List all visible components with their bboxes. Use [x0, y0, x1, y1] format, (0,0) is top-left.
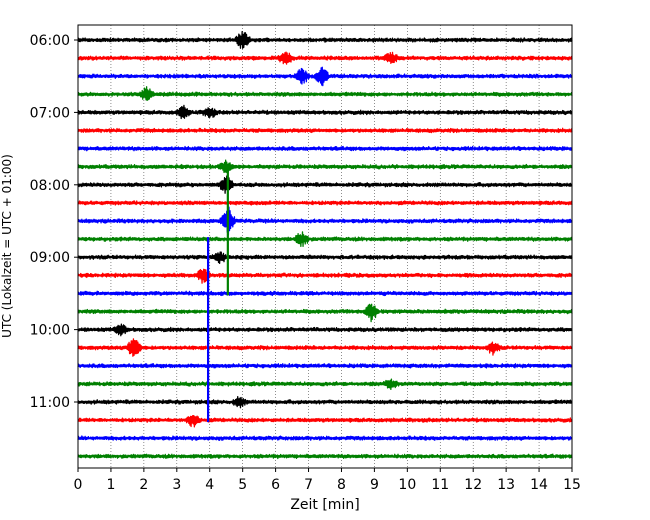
x-tick-label: 10	[398, 477, 416, 493]
seismic-trace	[77, 435, 573, 441]
x-tick-label: 14	[530, 477, 548, 493]
seismic-trace	[77, 206, 573, 236]
seismic-trace	[77, 127, 573, 134]
seismic-trace	[77, 378, 573, 391]
y-tick-label: 10:00	[30, 323, 70, 339]
minute-grid	[110, 25, 540, 468]
seismic-trace	[77, 251, 573, 264]
x-tick-label: 2	[139, 477, 148, 493]
seismic-trace	[77, 415, 573, 428]
seismic-trace	[77, 231, 573, 248]
y-tick-label: 06:00	[30, 33, 70, 49]
seismic-trace	[77, 363, 573, 369]
seismic-trace	[77, 303, 573, 323]
x-tick-label: 4	[205, 477, 214, 493]
x-axis-label: Zeit [min]	[290, 497, 359, 513]
x-tick-label: 15	[563, 477, 581, 493]
y-tick-label: 08:00	[30, 178, 70, 194]
seismic-trace	[77, 86, 573, 102]
seismic-trace	[77, 200, 573, 206]
x-tick-label: 11	[431, 477, 449, 493]
seismic-trace	[77, 66, 573, 87]
x-tick-label: 6	[271, 477, 280, 493]
x-tick-label: 1	[106, 477, 115, 493]
seismic-trace	[77, 323, 573, 337]
y-tick-label: 09:00	[30, 250, 70, 266]
seismic-trace	[77, 338, 573, 357]
seismic-trace	[77, 175, 573, 194]
x-tick-label: 0	[74, 477, 83, 493]
plot-background	[78, 25, 572, 468]
seismic-trace	[77, 104, 573, 120]
y-axis-ticks: 06:00 07:00 08:00 09:00 10:00 11:00	[30, 33, 78, 411]
x-tick-label: 8	[337, 477, 346, 493]
x-tick-label: 7	[304, 477, 313, 493]
seismic-trace	[77, 159, 573, 174]
seismic-trace	[77, 145, 573, 152]
seismic-trace	[77, 51, 573, 65]
seismic-trace	[77, 30, 573, 49]
x-tick-label: 13	[497, 477, 515, 493]
seismic-trace	[77, 453, 573, 460]
x-axis-ticks: 0 1 2 3 4 5 6 7 8 9 10 11 12 13 14 15	[74, 468, 581, 493]
x-tick-label: 9	[370, 477, 379, 493]
seismic-trace	[77, 290, 573, 297]
plot-frame	[77, 24, 573, 469]
y-tick-label: 07:00	[30, 105, 70, 121]
trace-group	[77, 30, 573, 460]
x-tick-label: 5	[238, 477, 247, 493]
y-tick-label: 11:00	[30, 395, 70, 411]
seismic-trace	[77, 268, 573, 284]
y-axis-label: UTC (Lokalzeit = UTC + 01:00)	[0, 154, 14, 338]
seismic-trace	[77, 395, 573, 409]
x-tick-label: 12	[464, 477, 482, 493]
x-tick-label: 3	[172, 477, 181, 493]
spike-group	[206, 164, 229, 423]
